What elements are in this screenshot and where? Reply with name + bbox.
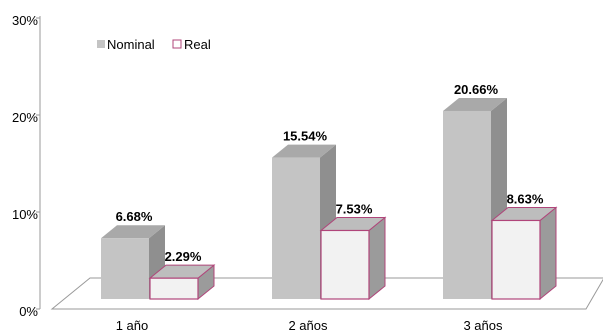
- bar-nominal-top: [443, 97, 507, 111]
- bar-nominal-top: [272, 144, 336, 158]
- bar-real-side: [368, 216, 386, 301]
- data-label-real: 2.29%: [165, 249, 202, 264]
- bar-real: [149, 277, 199, 300]
- legend-swatch-real: [172, 39, 182, 49]
- bar-real-side: [539, 206, 557, 301]
- data-label-real: 8.63%: [507, 191, 544, 206]
- x-tick-label: 2 años: [288, 318, 328, 333]
- data-label-real: 7.53%: [336, 201, 373, 216]
- y-tick-label: 0%: [19, 304, 38, 319]
- y-axis: 0% 10% 20% 30%: [12, 13, 38, 319]
- data-label-nominal: 15.54%: [283, 129, 328, 144]
- x-tick-label: 3 años: [463, 318, 503, 333]
- legend-label-nominal: Nominal: [107, 37, 155, 52]
- bar-nominal: [272, 157, 320, 299]
- y-tick-label: 20%: [12, 110, 38, 125]
- bar-nominal: [101, 238, 149, 299]
- bar-nominal-top: [101, 225, 165, 239]
- legend-swatch-nominal: [97, 40, 105, 48]
- data-labels: 6.68% 2.29% 15.54% 7.53% 20.66% 8.63%: [116, 82, 544, 264]
- legend: Nominal Real: [97, 37, 211, 52]
- bars: [101, 97, 558, 301]
- legend-label-real: Real: [184, 37, 211, 52]
- data-label-nominal: 6.68%: [116, 209, 153, 224]
- x-axis: 1 año 2 años 3 años: [116, 318, 503, 333]
- bar-nominal: [443, 110, 491, 299]
- x-tick-label: 1 año: [116, 318, 149, 333]
- bar-real: [491, 219, 541, 300]
- y-tick-label: 10%: [12, 207, 38, 222]
- data-label-nominal: 20.66%: [454, 82, 499, 97]
- y-tick-label: 30%: [12, 13, 38, 28]
- bar-real: [320, 229, 370, 300]
